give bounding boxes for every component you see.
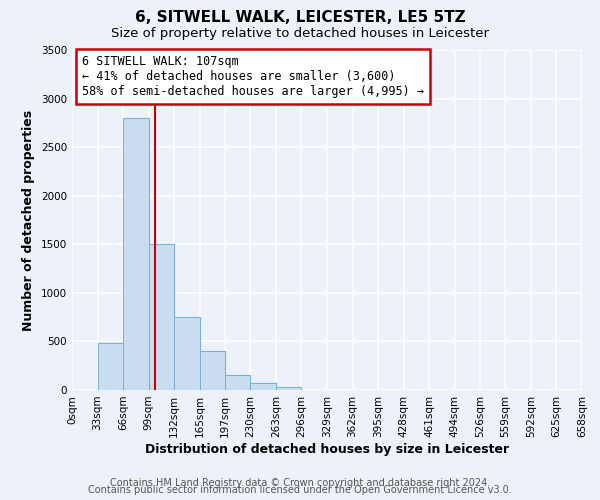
Polygon shape <box>175 317 200 390</box>
Text: 6 SITWELL WALK: 107sqm
← 41% of detached houses are smaller (3,600)
58% of semi-: 6 SITWELL WALK: 107sqm ← 41% of detached… <box>82 55 424 98</box>
Text: Contains HM Land Registry data © Crown copyright and database right 2024.: Contains HM Land Registry data © Crown c… <box>110 478 490 488</box>
Polygon shape <box>200 351 226 390</box>
Polygon shape <box>149 244 175 390</box>
Text: 6, SITWELL WALK, LEICESTER, LE5 5TZ: 6, SITWELL WALK, LEICESTER, LE5 5TZ <box>134 10 466 25</box>
Polygon shape <box>250 382 276 390</box>
Polygon shape <box>98 344 123 390</box>
Text: Contains public sector information licensed under the Open Government Licence v3: Contains public sector information licen… <box>88 485 512 495</box>
Y-axis label: Number of detached properties: Number of detached properties <box>22 110 35 330</box>
Polygon shape <box>276 387 301 390</box>
Polygon shape <box>123 118 149 390</box>
Polygon shape <box>224 376 250 390</box>
Text: Size of property relative to detached houses in Leicester: Size of property relative to detached ho… <box>111 28 489 40</box>
X-axis label: Distribution of detached houses by size in Leicester: Distribution of detached houses by size … <box>145 442 509 456</box>
